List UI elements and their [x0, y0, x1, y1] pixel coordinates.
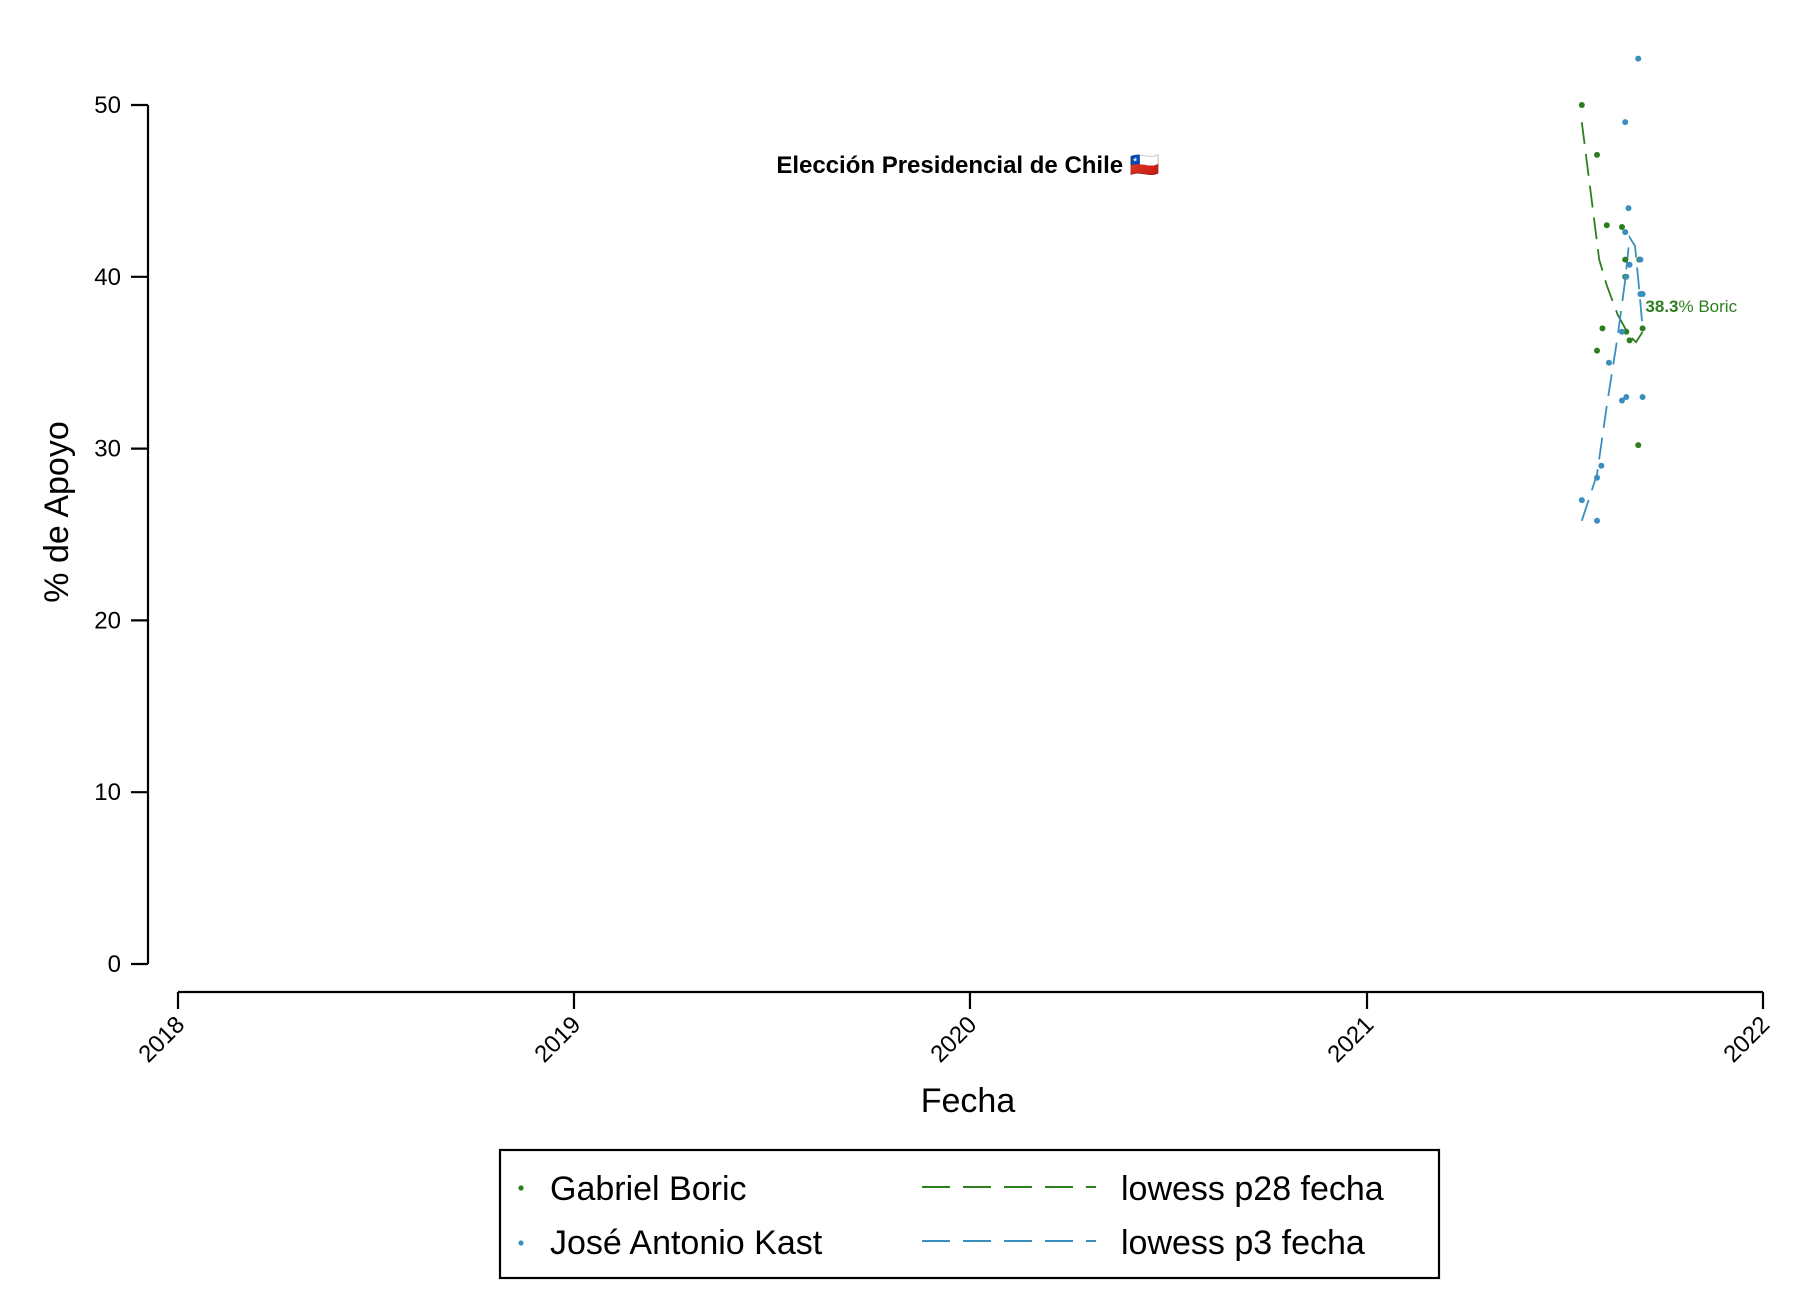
point-kast [1605, 359, 1612, 366]
point-kast [1622, 119, 1629, 126]
legend-label-kast: José Antonio Kast [550, 1224, 823, 1262]
point-boric [1626, 337, 1633, 344]
point-boric [1622, 256, 1629, 263]
legend-label-boric: Gabriel Boric [550, 1170, 747, 1208]
point-kast [1594, 474, 1601, 481]
x-tick-label: 2020 [925, 1011, 982, 1068]
y-axis-title: % de Apoyo [38, 421, 76, 602]
point-kast [1635, 55, 1642, 62]
point-kast [1625, 205, 1632, 212]
point-boric [1594, 347, 1601, 354]
x-tick-label: 2021 [1322, 1011, 1379, 1068]
point-kast [1598, 462, 1605, 469]
point-kast [1623, 273, 1630, 280]
point-boric [1618, 223, 1625, 230]
point-kast [1623, 394, 1630, 401]
point-boric [1635, 442, 1642, 449]
series-line-lowess-p28-fecha [1580, 122, 1644, 344]
legend-symbol-boric [518, 1185, 524, 1191]
x-axis: 2018 2019 2020 2021 2022 [133, 990, 1775, 1068]
point-kast [1578, 497, 1585, 504]
point-boric [1639, 325, 1646, 332]
y-tick-label: 40 [94, 264, 121, 291]
legend-label-lowess-p3: lowess p3 fecha [1121, 1224, 1365, 1262]
point-kast [1639, 394, 1646, 401]
point-boric [1594, 151, 1601, 158]
point-boric [1603, 222, 1610, 229]
trend-lines [1580, 122, 1644, 522]
x-tick-label: 2022 [1718, 1011, 1775, 1068]
series-line-lowess-p3-fecha [1580, 234, 1644, 522]
legend: Gabriel Boric José Antonio Kast lowess p… [498, 1148, 1441, 1280]
chart-title: Elección Presidencial de Chile 🇨🇱 [776, 152, 1159, 179]
x-tick-label: 2018 [133, 1011, 190, 1068]
y-tick-label: 50 [94, 92, 121, 119]
y-tick-label: 20 [94, 607, 121, 634]
point-boric [1578, 102, 1585, 108]
point-kast [1622, 229, 1629, 236]
x-axis-title: Fecha [921, 1082, 1016, 1120]
legend-label-lowess-p28: lowess p28 fecha [1121, 1170, 1384, 1208]
point-kast [1618, 397, 1625, 404]
point-kast [1626, 261, 1633, 268]
legend-symbol-kast [518, 1240, 524, 1246]
y-tick-label: 10 [94, 779, 121, 806]
y-tick-label: 30 [94, 436, 121, 463]
point-kast [1594, 517, 1601, 524]
point-kast [1637, 256, 1644, 263]
y-axis: 0 10 20 30 40 50 [94, 92, 150, 978]
point-kast [1639, 290, 1646, 297]
annotation-suffix: % Boric [1679, 297, 1738, 316]
legend-box [498, 1148, 1441, 1280]
point-boric [1599, 325, 1606, 332]
point-boric [1623, 328, 1630, 335]
annotation-value: 38.3 [1645, 297, 1678, 316]
boric-annotation: 38.3% Boric [1645, 297, 1737, 316]
x-tick-label: 2019 [529, 1011, 586, 1068]
y-tick-label: 0 [108, 951, 121, 978]
point-kast [1618, 328, 1625, 335]
data-points [1578, 55, 1646, 524]
